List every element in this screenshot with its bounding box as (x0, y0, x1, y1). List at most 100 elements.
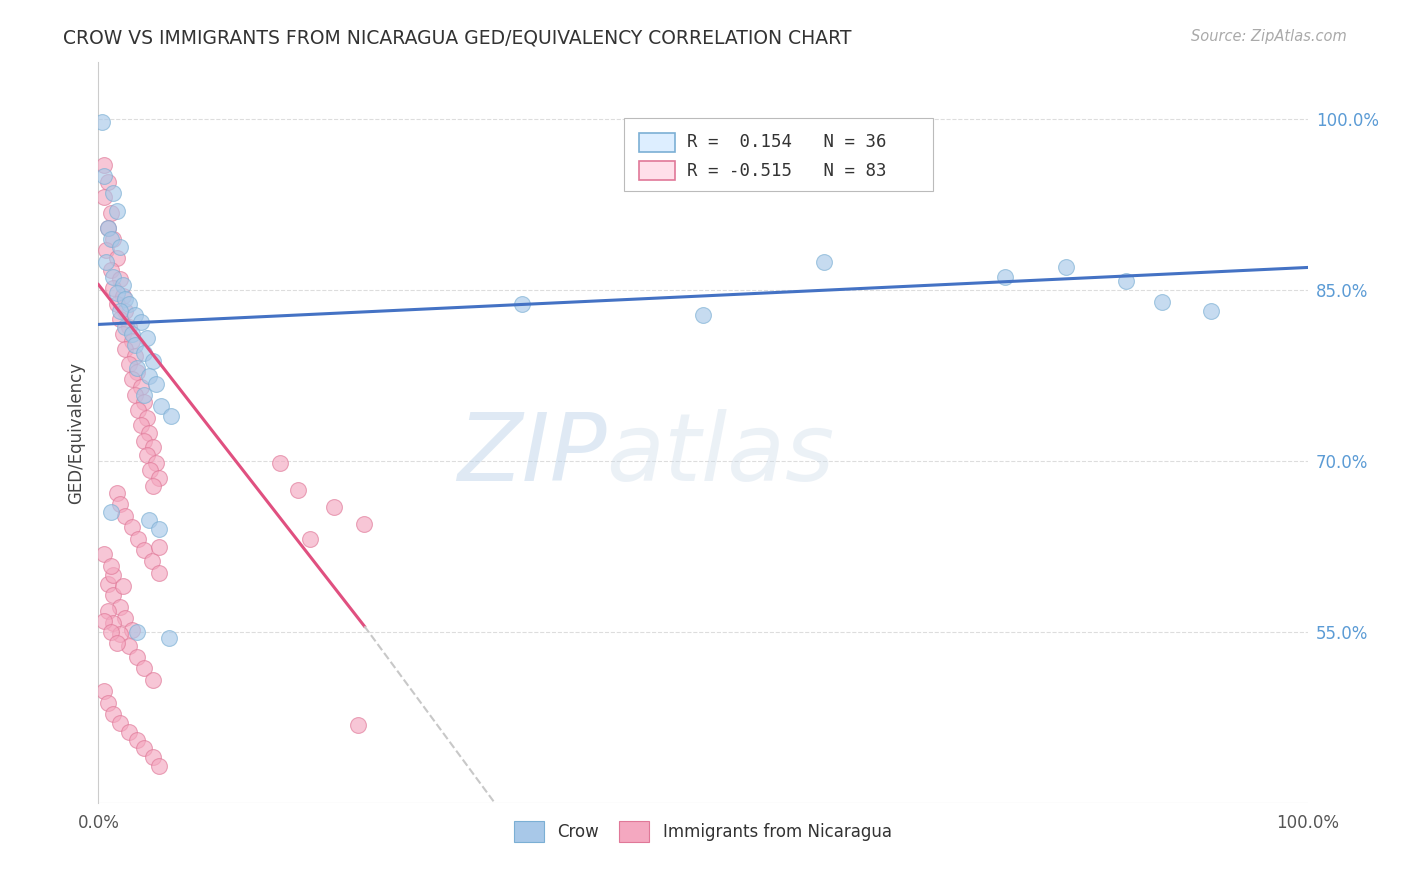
Point (105, 285, 128, 300)
Point (129, 380, 152, 394)
Point (97, 696, 120, 710)
Point (108, 497, 131, 511)
Point (100, 262, 122, 277)
Point (100, 206, 122, 220)
Point (141, 554, 163, 568)
FancyBboxPatch shape (624, 118, 932, 191)
Point (127, 650, 149, 665)
Point (510, 297, 533, 311)
Point (124, 308, 146, 322)
Point (97, 604, 120, 618)
Point (111, 277, 134, 292)
Point (124, 349, 146, 363)
Point (105, 486, 128, 500)
Point (142, 354, 165, 368)
Point (299, 532, 322, 546)
FancyBboxPatch shape (638, 161, 675, 180)
Point (121, 334, 143, 349)
Point (353, 516, 375, 531)
Point (138, 368, 160, 383)
Point (101, 589, 124, 603)
Point (105, 203, 128, 218)
Point (1054, 260, 1077, 275)
Point (157, 631, 180, 645)
Point (347, 718, 370, 732)
Point (97, 220, 120, 235)
Point (97, 577, 120, 591)
Point (138, 425, 160, 440)
Text: atlas: atlas (606, 409, 835, 500)
Point (108, 599, 131, 614)
Point (129, 315, 152, 329)
Text: Source: ZipAtlas.com: Source: ZipAtlas.com (1191, 29, 1347, 44)
Point (692, 308, 714, 322)
Point (108, 303, 131, 318)
Legend: Crow, Immigrants from Nicaragua: Crow, Immigrants from Nicaragua (506, 813, 900, 850)
Point (93, 169, 115, 184)
Point (160, 409, 183, 423)
Point (269, 456, 291, 470)
Point (114, 508, 136, 523)
Point (134, 741, 156, 756)
Point (138, 513, 160, 527)
Point (127, 733, 149, 747)
Point (108, 716, 131, 731)
Point (134, 388, 156, 402)
Point (100, 505, 122, 519)
Point (91, 114, 114, 128)
Point (287, 483, 309, 497)
Point (118, 725, 141, 739)
Point (101, 269, 124, 284)
Point (135, 449, 157, 463)
Point (142, 750, 165, 764)
Text: R = -0.515   N = 83: R = -0.515 N = 83 (688, 161, 887, 179)
Point (118, 639, 141, 653)
Point (813, 254, 835, 268)
Point (118, 357, 141, 371)
Point (142, 673, 165, 687)
Point (124, 388, 146, 402)
Point (100, 558, 122, 573)
Point (148, 471, 170, 485)
Point (135, 331, 157, 345)
Point (142, 441, 165, 455)
Point (97, 175, 120, 189)
Point (94, 244, 117, 258)
Point (121, 372, 143, 386)
Point (114, 343, 136, 357)
Point (148, 540, 170, 554)
Point (121, 520, 143, 534)
Point (93, 190, 115, 204)
Point (994, 269, 1017, 284)
Point (93, 684, 115, 698)
Point (118, 297, 141, 311)
Point (100, 232, 122, 246)
Point (134, 661, 156, 675)
Point (111, 289, 134, 303)
Point (135, 410, 157, 425)
Point (127, 360, 149, 375)
Point (127, 624, 149, 639)
Point (148, 566, 170, 580)
Point (145, 456, 167, 470)
Point (111, 579, 134, 593)
Point (101, 232, 124, 246)
Point (108, 627, 131, 641)
Point (101, 615, 124, 630)
Point (105, 252, 128, 266)
Text: CROW VS IMMIGRANTS FROM NICARAGUA GED/EQUIVALENCY CORRELATION CHART: CROW VS IMMIGRANTS FROM NICARAGUA GED/EQ… (63, 29, 852, 47)
Point (150, 400, 173, 414)
Point (1115, 274, 1137, 288)
Point (93, 548, 115, 562)
Point (94, 254, 117, 268)
Point (101, 186, 124, 201)
Point (127, 402, 149, 417)
FancyBboxPatch shape (638, 133, 675, 152)
Point (108, 240, 131, 254)
Point (1152, 294, 1174, 309)
Text: R =  0.154   N = 36: R = 0.154 N = 36 (688, 134, 887, 152)
Point (127, 532, 149, 546)
Point (105, 636, 128, 650)
Y-axis label: GED/Equivalency: GED/Equivalency (67, 361, 86, 504)
Point (121, 623, 143, 637)
